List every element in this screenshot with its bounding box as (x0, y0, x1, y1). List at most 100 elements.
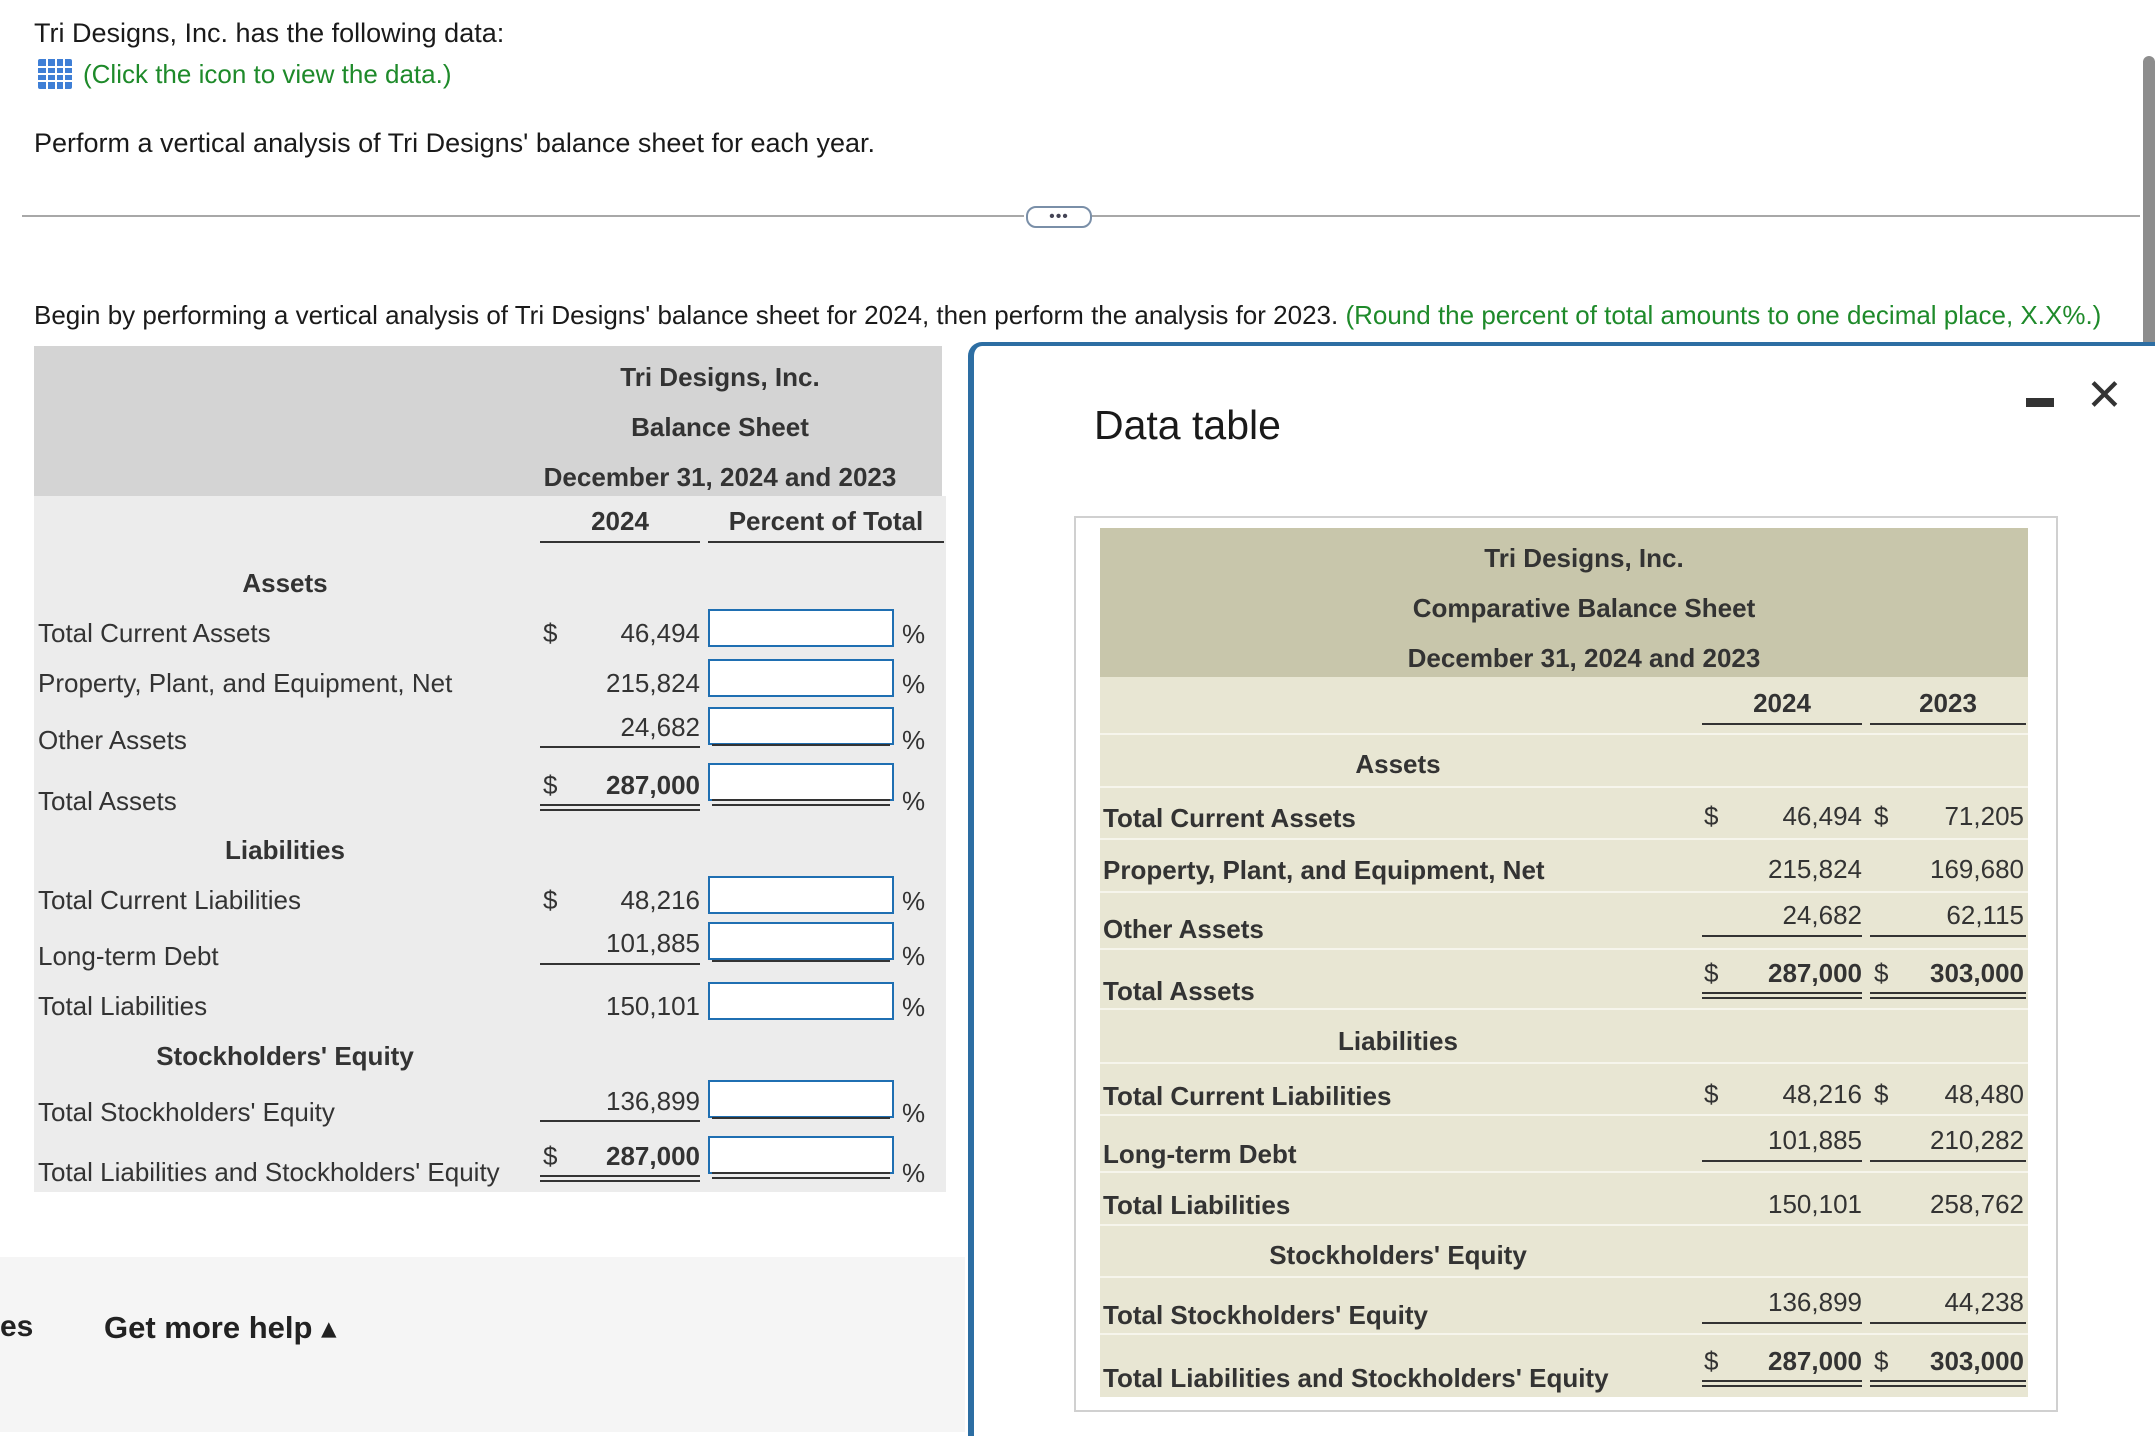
get-more-help-button[interactable]: Get more help ▴ (104, 1310, 337, 1345)
underline (1870, 1322, 2026, 1324)
row-separator (1100, 1114, 2028, 1116)
data-2024-total-current-assets: 46,494 (1782, 801, 1862, 831)
data-2023-total-current-assets: 71,205 (1944, 801, 2024, 831)
value-ppe: 215,824 (606, 668, 700, 698)
data-column-2023: 2023 (1919, 688, 1977, 718)
double-underline (1702, 992, 1862, 994)
intro-text: Tri Designs, Inc. has the following data… (34, 18, 505, 48)
data-table-company: Tri Designs, Inc. (1484, 543, 1684, 573)
percent-input-total-assets[interactable] (708, 763, 894, 801)
divider-line (22, 215, 1024, 217)
divider-line (1090, 215, 2140, 217)
data-label-total-assets: Total Assets (1103, 976, 1255, 1006)
expand-handle[interactable]: ••• (1026, 206, 1092, 228)
data-2023-total-liabilities-and-equity: 303,000 (1930, 1346, 2024, 1376)
view-data-link[interactable]: (Click the icon to view the data.) (37, 58, 452, 90)
percent-sign: % (902, 886, 926, 916)
underline (712, 1117, 890, 1119)
double-underline (1870, 997, 2026, 999)
percent-input-total-liabilities-and-equity[interactable] (708, 1136, 894, 1174)
value-total-current-liabilities: 48,216 (620, 885, 700, 915)
data-label-total-current-liabilities: Total Current Liabilities (1103, 1081, 1392, 1111)
row-label-total-stockholders-equity: Total Stockholders' Equity (38, 1097, 335, 1127)
data-2023-ppe: 169,680 (1930, 854, 2024, 884)
data-2023-total-assets: 303,000 (1930, 958, 2024, 988)
underline (1702, 935, 1862, 937)
percent-input-ppe[interactable] (708, 659, 894, 697)
percent-input-long-term-debt[interactable] (708, 922, 894, 960)
dollar-sign: $ (1704, 801, 1719, 831)
double-underline (712, 1177, 890, 1179)
value-total-current-assets: 46,494 (620, 618, 700, 648)
view-data-link-text[interactable]: (Click the icon to view the data.) (83, 58, 452, 89)
data-2023-total-current-liabilities: 48,480 (1944, 1079, 2024, 1109)
data-2023-total-liabilities: 258,762 (1930, 1189, 2024, 1219)
section-stockholders-equity: Stockholders' Equity (156, 1041, 414, 1071)
data-table-icon[interactable] (37, 58, 73, 90)
bottom-nav-text[interactable]: es (0, 1310, 34, 1343)
double-underline (1870, 1380, 2026, 1382)
dollar-sign: $ (543, 618, 558, 648)
worksheet-statement: Balance Sheet (631, 412, 809, 442)
section-assets: Assets (242, 568, 328, 598)
minimize-icon[interactable] (2026, 398, 2054, 407)
row-label-other-assets: Other Assets (38, 725, 187, 755)
percent-input-total-liabilities[interactable] (708, 982, 894, 1020)
dialog-title: Data table (1094, 402, 1281, 448)
underline (540, 746, 700, 748)
double-underline (1870, 992, 2026, 994)
data-2024-ppe: 215,824 (1768, 854, 1862, 884)
data-table-frame (1074, 516, 2058, 1412)
dollar-sign: $ (1704, 1079, 1719, 1109)
section-liabilities: Liabilities (225, 835, 345, 865)
column-header-2024: 2024 (591, 506, 649, 536)
row-separator (1100, 1008, 2028, 1010)
instruction-text: Begin by performing a vertical analysis … (34, 300, 1339, 330)
task-text: Perform a vertical analysis of Tri Desig… (34, 128, 876, 158)
worksheet-company: Tri Designs, Inc. (620, 362, 820, 392)
dollar-sign: $ (543, 1141, 558, 1171)
underline (712, 960, 890, 962)
column-underline (1702, 723, 1862, 725)
data-section-stockholders-equity: Stockholders' Equity (1269, 1240, 1527, 1270)
data-2023-other-assets: 62,115 (1946, 900, 2024, 930)
underline (1870, 935, 2026, 937)
dollar-sign: $ (543, 885, 558, 915)
percent-sign: % (902, 619, 926, 649)
percent-input-total-current-assets[interactable] (708, 609, 894, 647)
dollar-sign: $ (1874, 801, 1889, 831)
value-total-liabilities: 150,101 (606, 991, 700, 1021)
row-label-total-current-liabilities: Total Current Liabilities (38, 885, 302, 915)
value-long-term-debt: 101,885 (606, 928, 700, 958)
double-underline (540, 1180, 700, 1182)
data-label-total-stockholders-equity: Total Stockholders' Equity (1103, 1300, 1428, 1330)
percent-sign: % (902, 1158, 926, 1188)
underline (712, 744, 890, 746)
value-other-assets: 24,682 (620, 712, 700, 742)
data-2024-long-term-debt: 101,885 (1768, 1125, 1862, 1155)
row-separator (1100, 786, 2028, 788)
data-2024-total-liabilities-and-equity: 287,000 (1768, 1346, 1862, 1376)
percent-input-other-assets[interactable] (708, 707, 894, 745)
row-separator (1100, 1171, 2028, 1173)
percent-input-total-current-liabilities[interactable] (708, 876, 894, 914)
dollar-sign: $ (1874, 958, 1889, 988)
percent-sign: % (902, 669, 926, 699)
data-section-liabilities: Liabilities (1338, 1026, 1458, 1056)
percent-sign: % (902, 1098, 926, 1128)
row-label-total-assets: Total Assets (38, 786, 177, 816)
data-2024-total-liabilities: 150,101 (1768, 1189, 1862, 1219)
worksheet-date: December 31, 2024 and 2023 (543, 462, 897, 492)
double-underline (712, 799, 890, 801)
double-underline (540, 804, 700, 806)
bottom-bar (0, 1257, 965, 1432)
data-2024-other-assets: 24,682 (1782, 900, 1862, 930)
underline (540, 963, 700, 965)
dollar-sign: $ (1874, 1346, 1889, 1376)
data-2023-long-term-debt: 210,282 (1930, 1125, 2024, 1155)
percent-input-total-stockholders-equity[interactable] (708, 1080, 894, 1118)
data-label-total-liabilities-and-equity: Total Liabilities and Stockholders' Equi… (1103, 1363, 1609, 1393)
double-underline (540, 809, 700, 811)
value-total-stockholders-equity: 136,899 (606, 1086, 700, 1116)
close-icon[interactable]: ✕ (2086, 371, 2123, 420)
